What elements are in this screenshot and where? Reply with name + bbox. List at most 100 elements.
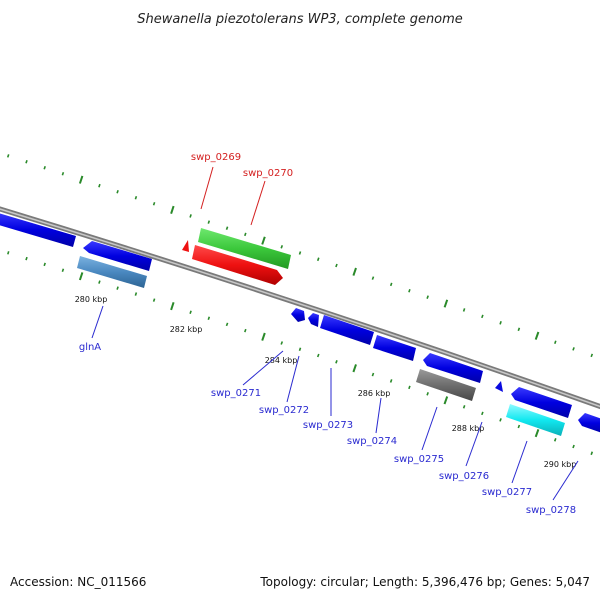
minor-tick [43,262,46,267]
minor-tick [335,360,338,364]
minor-tick [481,314,484,319]
gene-label-glnA[interactable]: glnA [79,342,101,353]
major-tick [534,331,540,340]
gene-swp_0272-arrow[interactable] [308,313,319,327]
gene-swp_0273-arrow[interactable] [320,315,374,345]
gene-swp_0276-arrow[interactable] [416,369,476,401]
gene-label-swp_0275[interactable]: swp_0275 [394,454,444,465]
minor-tick [6,154,10,158]
major-tick [443,299,449,308]
minor-tick [134,292,138,296]
gene-arrow[interactable] [83,241,152,271]
minor-tick [98,183,101,188]
inner-tick-ring [7,251,594,456]
major-tick [261,236,266,245]
gene-swp_0269-arrow[interactable] [198,228,291,269]
minor-tick [280,245,284,249]
minor-tick [590,353,594,358]
gene-arrow[interactable] [0,212,76,247]
major-tick [352,364,357,373]
minor-tick [517,327,521,332]
minor-tick [371,276,375,280]
scale-label: 286 kbp [358,389,391,398]
scale-label: 284 kbp [265,356,298,365]
gene-arrow[interactable] [495,381,503,392]
minor-tick [572,444,575,449]
gene-label-swp_0269[interactable]: swp_0269 [191,152,241,163]
scale-labels: 280 kbp 282 kbp 284 kbp 286 kbp 288 kbp … [75,295,577,469]
minor-tick [152,202,156,206]
gene-label-swp_0272[interactable]: swp_0272 [259,405,309,416]
gene-swp_0275-arrow[interactable] [423,353,483,383]
gene-swp_0271-arrow[interactable] [291,308,305,322]
major-tick [443,396,449,405]
minor-tick [25,256,28,261]
gene-label-swp_0277[interactable]: swp_0277 [482,487,532,498]
gene-label-swp_0276[interactable]: swp_0276 [439,471,489,482]
gene-swp_0277-arrow[interactable] [511,387,572,418]
gene-swp_0270-arrow[interactable] [192,245,283,285]
minor-tick [280,341,284,345]
minor-tick [244,232,247,237]
minor-tick [134,195,138,200]
minor-tick [298,347,302,352]
gene-glnA-arrow[interactable] [77,256,147,288]
minor-tick [43,165,46,170]
minor-tick [25,160,28,164]
minor-tick [426,295,429,299]
scale-label: 280 kbp [75,295,108,304]
accession-text: Accession: NC_011566 [10,575,146,589]
minor-tick [499,321,502,325]
minor-tick [426,392,429,396]
minor-tick [481,411,484,416]
minor-tick [389,282,393,287]
minor-tick [316,257,320,262]
minor-tick [225,226,229,230]
major-tick [78,272,84,281]
minor-tick [499,418,502,422]
minor-tick [335,263,338,268]
major-tick [170,205,175,215]
minor-tick [61,171,65,176]
genome-summary-text: Topology: circular; Length: 5,396,476 bp… [259,575,590,589]
minor-tick [152,298,156,302]
minor-tick [316,353,320,358]
minor-tick [116,286,119,290]
gene-label-swp_0273[interactable]: swp_0273 [303,420,353,431]
minor-tick [553,438,557,442]
outer-tick-ring [6,154,594,358]
gene-swp_0274-arrow[interactable] [373,335,416,361]
major-tick [534,429,540,438]
minor-tick [189,214,192,218]
minor-tick [189,310,192,314]
major-tick [170,301,175,311]
gene-label-swp_0274[interactable]: swp_0274 [347,436,397,447]
gene-label-swp_0271[interactable]: swp_0271 [211,388,261,399]
scale-label: 288 kbp [452,424,485,433]
minor-tick [517,424,521,429]
major-tick [352,267,357,276]
scale-label: 282 kbp [170,325,203,334]
gene-label-swp_0278[interactable]: swp_0278 [526,505,576,516]
genome-backbone [0,206,600,410]
gene-label-swp_0270[interactable]: swp_0270 [243,168,293,179]
minor-tick [225,322,229,327]
minor-tick [116,189,119,194]
minor-tick [389,379,393,383]
map-title: Shewanella piezotolerans WP3, complete g… [137,12,463,27]
minor-tick [572,347,575,351]
minor-tick [590,451,594,456]
minor-tick [462,405,466,409]
minor-tick [98,280,101,284]
minor-tick [462,308,466,312]
label-leaders [91,166,579,501]
minor-tick [408,385,411,390]
minor-tick [371,372,375,377]
major-tick [78,175,84,184]
gene-arrow[interactable] [182,240,189,252]
gene-arrow[interactable] [506,404,565,436]
minor-tick [298,251,302,255]
gene-swp_0278-arrow[interactable] [578,413,600,433]
minor-tick [7,251,10,255]
